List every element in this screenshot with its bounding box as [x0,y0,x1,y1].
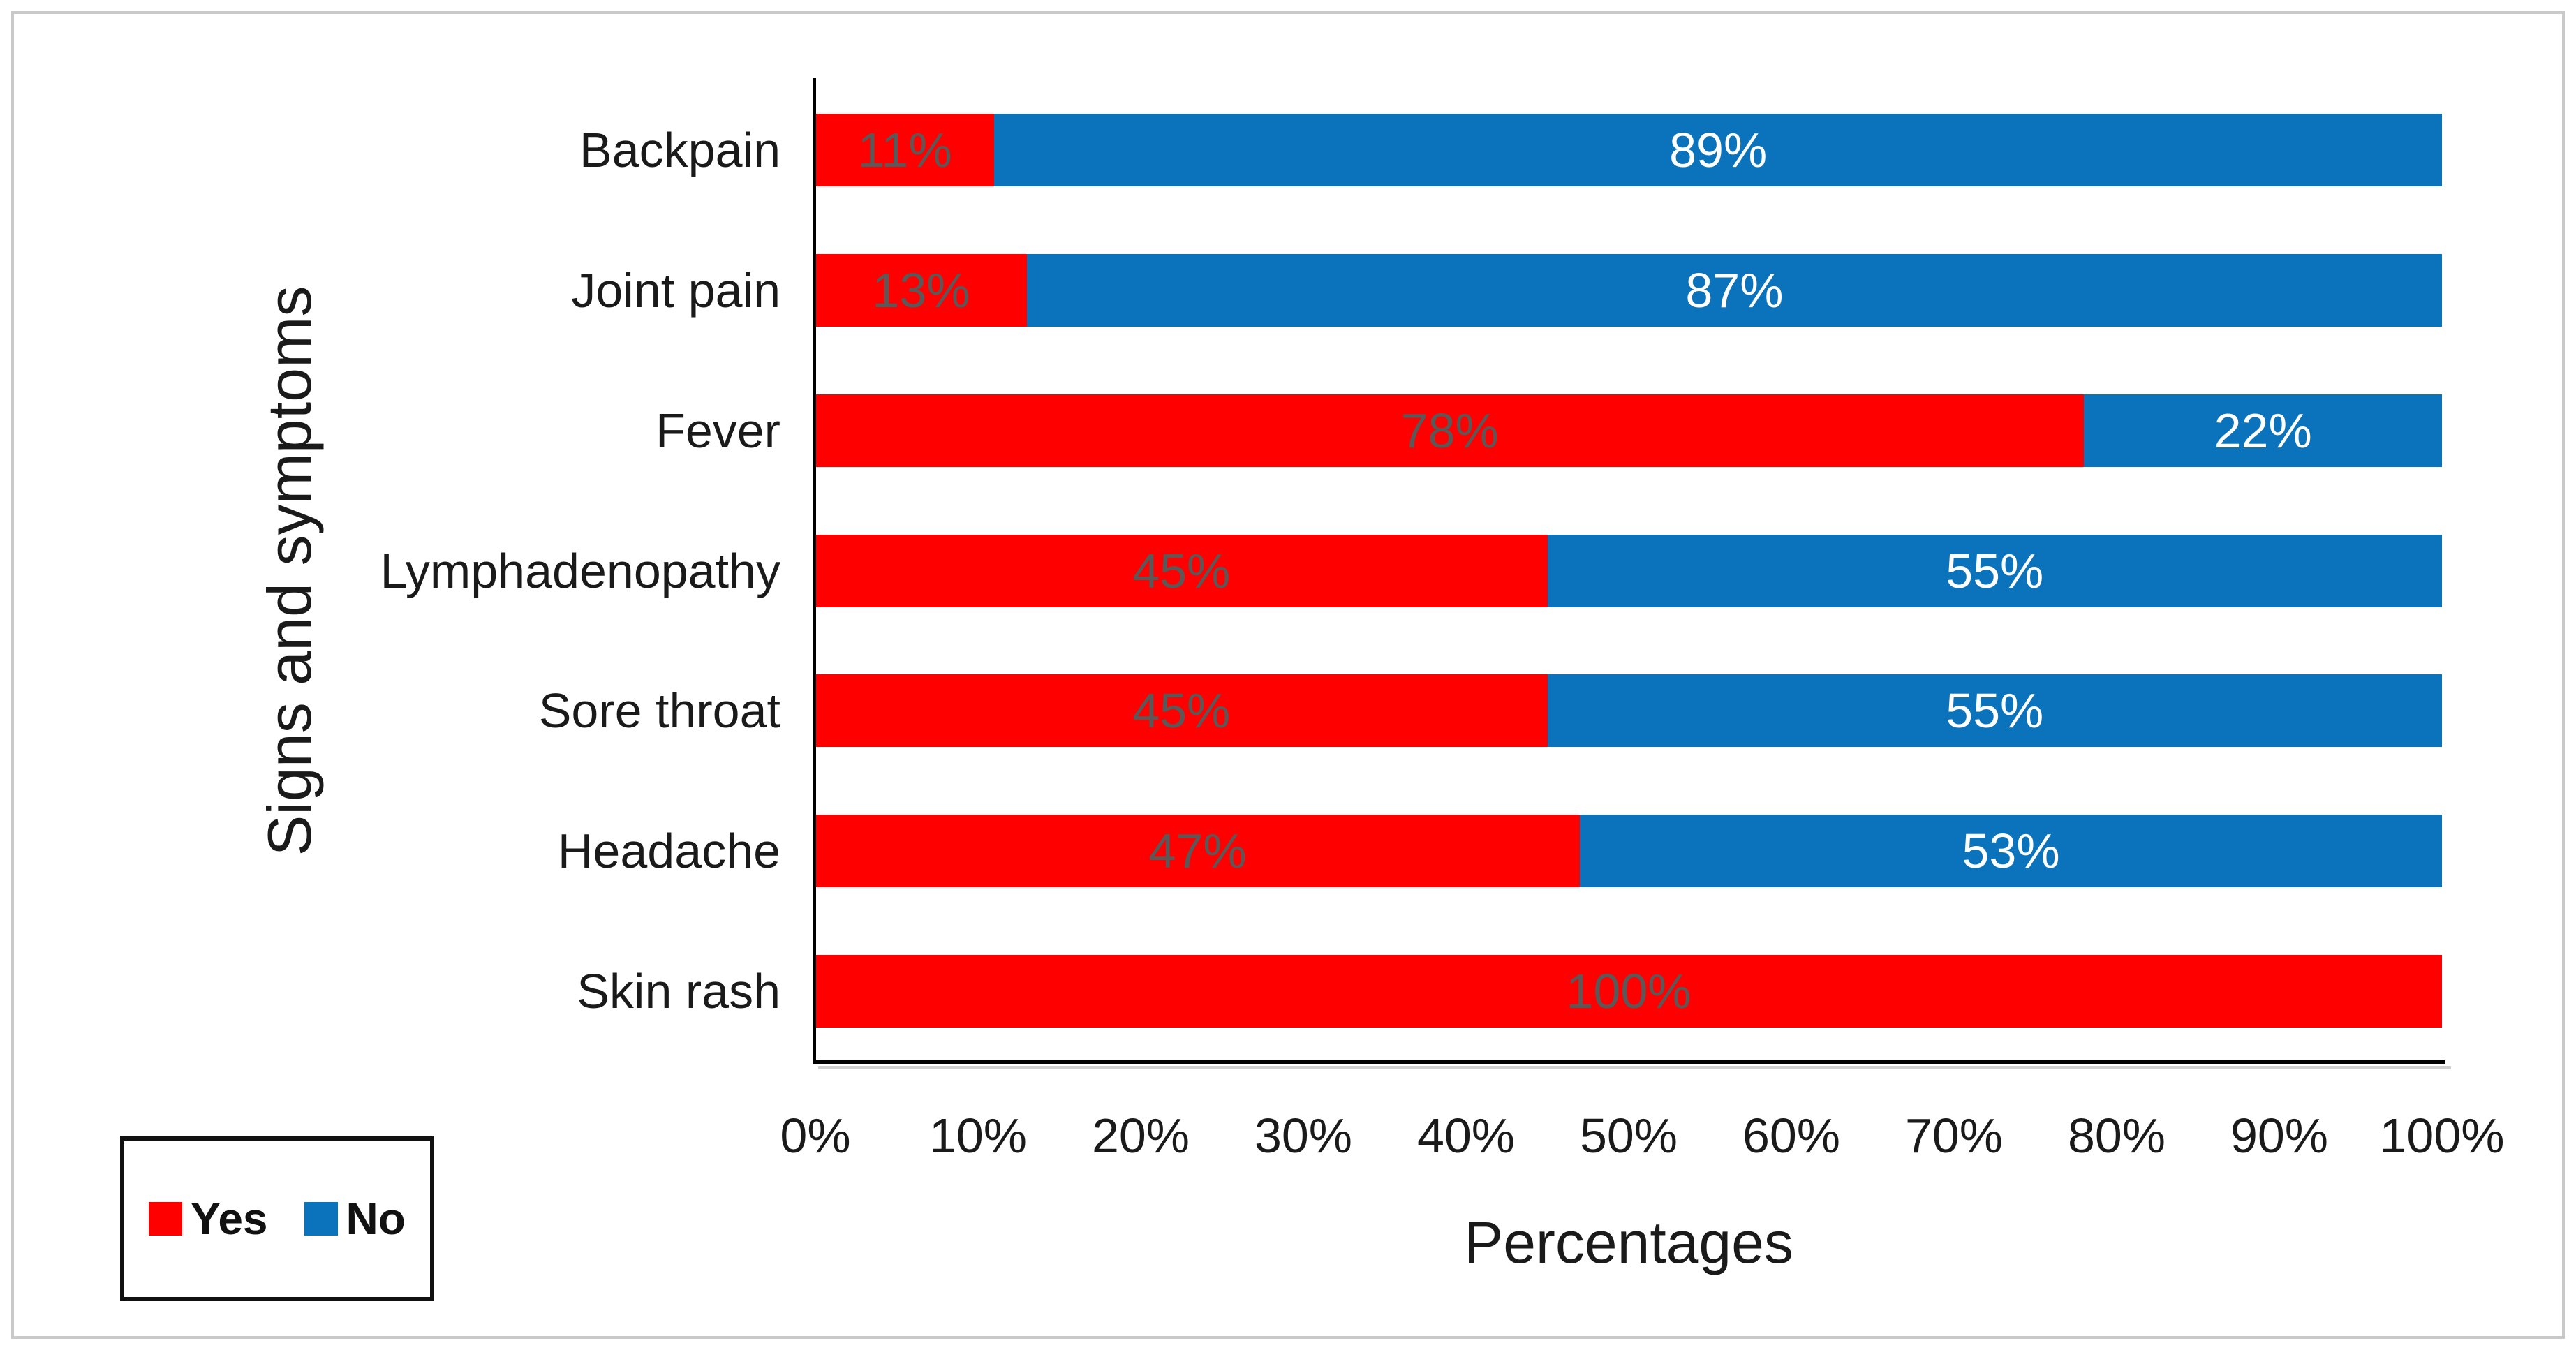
category-label: Headache [557,823,780,878]
x-tick-label: 60% [1742,1108,1841,1163]
bar-segment-yes: 13% [815,254,1027,327]
y-axis-title: Signs and symptoms [255,285,324,856]
legend-label-no: No [346,1194,406,1244]
plot-area: 11% 89% 13% 87% 78% 22% 45% 55% 45% 55% 47% 53% 100% [815,80,2442,1061]
bar-value-label: 78% [1400,403,1499,458]
bar-segment-no: 55% [1547,674,2442,748]
bar-segment-yes: 45% [815,674,1548,748]
x-tick-label: 30% [1254,1108,1353,1163]
bar-segment-no: 53% [1580,814,2442,887]
x-tick-label: 70% [1904,1108,2004,1163]
x-tick-label: 10% [928,1108,1028,1163]
bar-value-label: 53% [1962,823,2060,878]
category-label: Joint pain [571,263,780,318]
chart-border-frame [11,11,2565,1339]
x-tick-label: 40% [1416,1108,1516,1163]
legend-label-yes: Yes [191,1194,268,1244]
bar-row: 11% 89% [815,114,2442,187]
bar-segment-no: 87% [1026,254,2442,327]
bar-row: 47% 53% [815,814,2442,887]
legend-item-yes: Yes [149,1194,268,1244]
legend-swatch-no [304,1202,338,1236]
x-tick-label: 100% [2379,1108,2505,1163]
x-tick-label: 50% [1579,1108,1678,1163]
legend: Yes No [120,1136,434,1301]
bar-value-label: 87% [1685,263,1784,318]
bar-value-label: 22% [2214,403,2312,458]
x-tick-label: 90% [2230,1108,2329,1163]
bar-segment-yes: 78% [815,394,2085,467]
y-axis-line [813,78,816,1064]
bar-segment-no: 89% [994,114,2442,187]
bar-segment-yes: 47% [815,814,1581,887]
bar-segment-yes: 11% [815,114,995,187]
x-tick-label: 0% [780,1108,851,1163]
x-axis-title: Percentages [1464,1210,1793,1275]
category-label: Backpain [579,123,780,178]
category-label: Fever [656,403,780,458]
legend-swatch-yes [149,1202,183,1236]
category-label: Lymphadenopathy [380,543,780,598]
bar-value-label: 100% [1566,963,1692,1018]
bar-row: 45% 55% [815,534,2442,607]
bar-segment-yes: 100% [815,954,2442,1028]
bar-value-label: 55% [1946,683,2044,739]
category-label: Skin rash [577,963,780,1018]
bar-segment-no: 55% [1547,534,2442,607]
bar-segment-no: 22% [2084,394,2442,467]
bar-value-label: 45% [1132,683,1231,739]
bar-value-label: 55% [1946,543,2044,598]
bar-value-label: 89% [1669,123,1768,178]
category-label: Sore throat [538,683,780,739]
bar-row: 78% 22% [815,394,2442,467]
bar-row: 45% 55% [815,674,2442,748]
x-axis-line [813,1060,2445,1064]
legend-item-no: No [304,1196,406,1241]
x-tick-label: 80% [2067,1108,2166,1163]
bar-value-label: 45% [1132,543,1231,598]
x-tick-label: 20% [1091,1108,1190,1163]
bar-row: 100% [815,954,2442,1028]
bar-value-label: 13% [872,263,970,318]
bar-value-label: 47% [1148,823,1247,878]
bar-segment-yes: 45% [815,534,1548,607]
bar-value-label: 11% [857,123,952,178]
bar-row: 13% 87% [815,254,2442,327]
